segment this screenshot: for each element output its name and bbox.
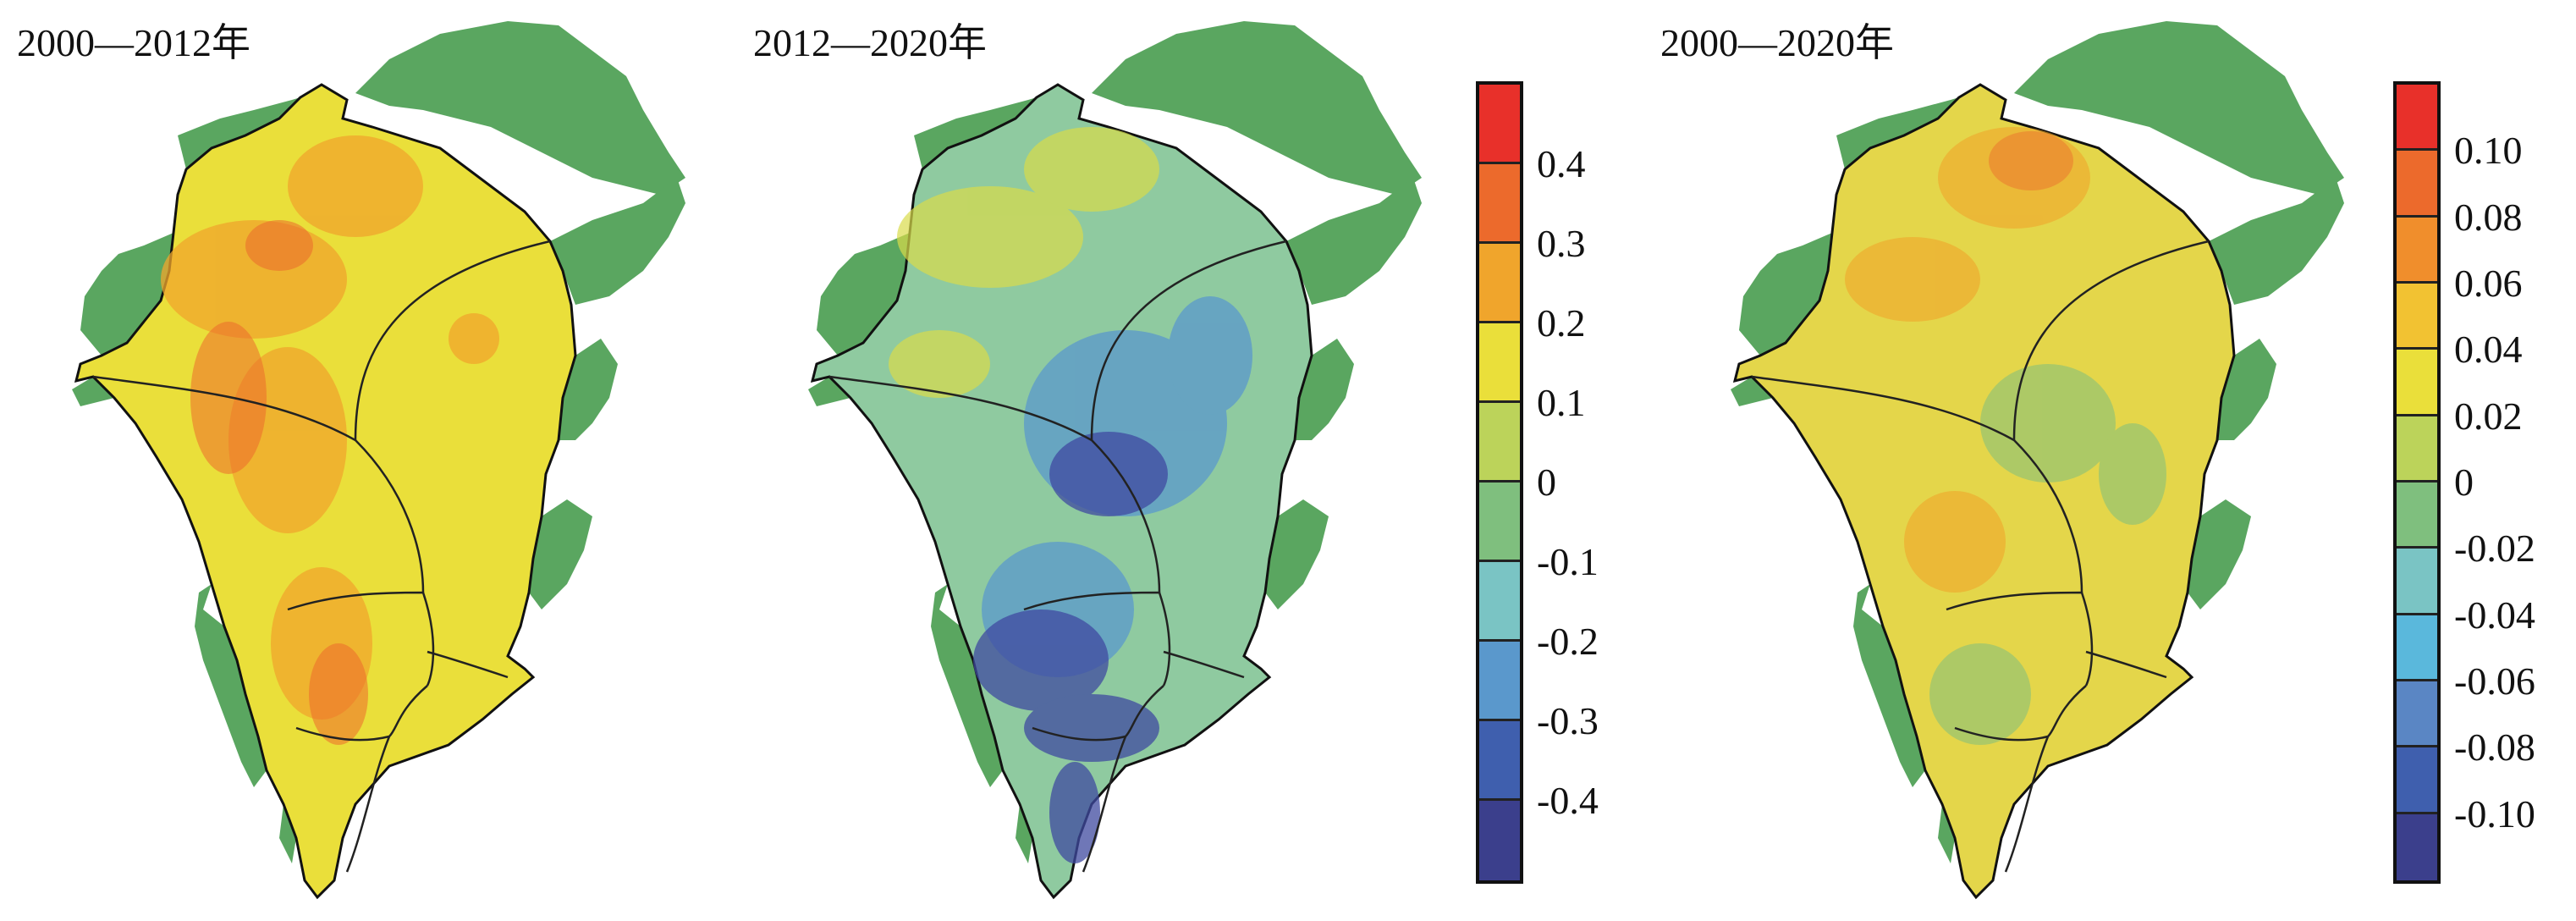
colorbar-tick-label: 0.10 [2454, 129, 2523, 173]
colorbar-tick-label: -0.02 [2454, 527, 2535, 571]
colorbar-segment [1479, 562, 1520, 642]
colorbar-segment [2397, 151, 2437, 218]
colorbar-2 [2393, 81, 2441, 884]
colorbar-tick-label: 0.04 [2454, 328, 2523, 372]
colorbar-segment [2397, 283, 2437, 350]
colorbar-tick-label: -0.1 [1537, 540, 1599, 583]
colorbar-tick-label: 0.06 [2454, 262, 2523, 305]
colorbar-tick-label: -0.04 [2454, 593, 2535, 637]
colorbar-tick-label: 0 [1537, 460, 1556, 504]
colorbar-segment [2397, 416, 2437, 483]
colorbar-segment [2397, 615, 2437, 681]
map-panel-3 [1731, 21, 2344, 899]
colorbar-tick-label: 0.3 [1537, 222, 1586, 265]
colorbar-segment [1479, 483, 1520, 562]
colorbar-segment [2397, 350, 2437, 416]
colorbar-tick-label: 0 [2454, 460, 2474, 504]
colorbar-segment [2397, 681, 2437, 748]
colorbar-segment [1479, 323, 1520, 403]
colorbar-segment [2397, 813, 2437, 880]
colorbar-tick-label: 0.02 [2454, 394, 2523, 438]
colorbar-segment [2397, 482, 2437, 549]
colorbar-segment [1479, 244, 1520, 323]
colorbar-segment [1479, 164, 1520, 244]
map-panel-1 [72, 21, 685, 899]
panel-title-3: 2000—2020年 [1660, 21, 1894, 64]
colorbar-tick-label: -0.10 [2454, 791, 2535, 836]
colorbar-tick-label: 0.2 [1537, 301, 1586, 345]
colorbar-tick-label: 0.08 [2454, 195, 2523, 239]
colorbar-tick-label: -0.2 [1537, 620, 1599, 663]
colorbar-segment [1479, 721, 1520, 801]
colorbar-tick-label: -0.4 [1537, 779, 1599, 822]
colorbar-segment [2397, 85, 2437, 152]
panel-title-2: 2012—2020年 [753, 21, 987, 64]
colorbar-segment [1479, 403, 1520, 483]
colorbar-tick-label: 0.1 [1537, 381, 1586, 424]
colorbar-tick-label: -0.08 [2454, 725, 2535, 769]
colorbar-1 [1476, 81, 1523, 884]
colorbar-segment [1479, 85, 1520, 164]
colorbar-segment [2397, 217, 2437, 284]
colorbar-segment [2397, 549, 2437, 615]
colorbar-tick-label: -0.06 [2454, 659, 2535, 703]
colorbar-tick-label: -0.3 [1537, 699, 1599, 742]
map-panel-2 [808, 21, 1422, 899]
colorbar-segment [1479, 642, 1520, 721]
colorbar-tick-label: 0.4 [1537, 142, 1586, 185]
colorbar-segment [2397, 747, 2437, 814]
panel-title-1: 2000—2012年 [17, 21, 250, 64]
colorbar-segment [1479, 801, 1520, 880]
